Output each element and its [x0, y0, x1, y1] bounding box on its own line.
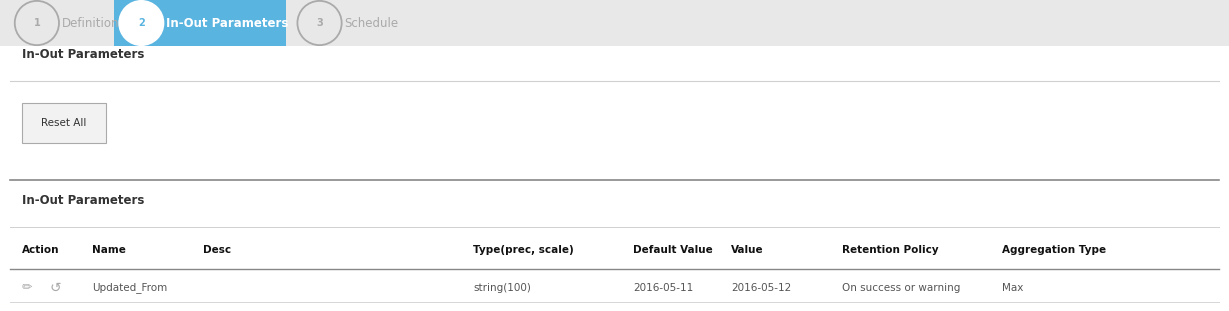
Text: Max: Max: [1002, 283, 1023, 293]
Text: In-Out Parameters: In-Out Parameters: [22, 48, 145, 61]
Text: Retention Policy: Retention Policy: [842, 245, 939, 255]
Ellipse shape: [15, 1, 59, 45]
Text: Reset All: Reset All: [42, 118, 86, 128]
Text: 3: 3: [316, 18, 323, 28]
Text: Aggregation Type: Aggregation Type: [1002, 245, 1106, 255]
Text: 2: 2: [138, 18, 145, 28]
Text: Action: Action: [22, 245, 60, 255]
Text: In-Out Parameters: In-Out Parameters: [166, 16, 289, 30]
Text: 2016-05-11: 2016-05-11: [633, 283, 693, 293]
Text: ↺: ↺: [49, 310, 60, 311]
Text: Desc: Desc: [203, 245, 231, 255]
Text: On success or warning: On success or warning: [842, 283, 960, 293]
Text: Default Value: Default Value: [633, 245, 713, 255]
Text: ✏: ✏: [22, 281, 33, 294]
Text: 2016-05-12: 2016-05-12: [731, 283, 791, 293]
FancyBboxPatch shape: [0, 0, 1229, 46]
Text: Updated_From: Updated_From: [92, 282, 167, 293]
Ellipse shape: [297, 1, 342, 45]
Text: Type(prec, scale): Type(prec, scale): [473, 245, 574, 255]
Text: In-Out Parameters: In-Out Parameters: [22, 194, 145, 207]
Text: ↺: ↺: [49, 281, 60, 295]
Text: Definition: Definition: [61, 16, 119, 30]
Text: string(100): string(100): [473, 283, 531, 293]
FancyBboxPatch shape: [22, 103, 106, 143]
FancyBboxPatch shape: [0, 46, 1229, 311]
Text: 1: 1: [33, 18, 41, 28]
Text: Schedule: Schedule: [344, 16, 398, 30]
Text: Name: Name: [92, 245, 127, 255]
Text: Value: Value: [731, 245, 764, 255]
Ellipse shape: [119, 1, 163, 45]
FancyBboxPatch shape: [114, 0, 286, 46]
